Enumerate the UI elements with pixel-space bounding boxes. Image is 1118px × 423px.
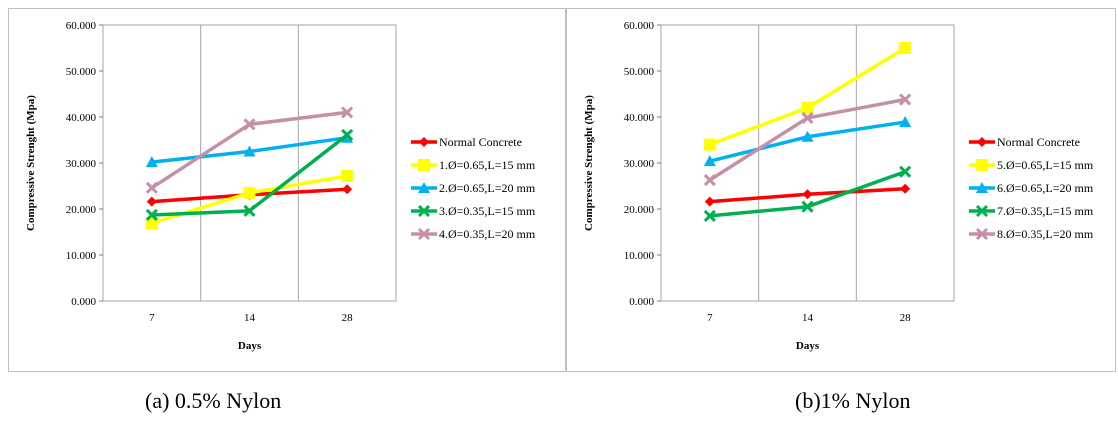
chart-b-series-5-point	[899, 93, 912, 106]
chart-b-series-5-point	[801, 111, 814, 124]
chart-b-legend-label-4: 7.Ø=0.35,L=15 mm	[997, 204, 1094, 218]
chart-a-y-tick-label: 30.000	[66, 158, 97, 170]
chart-b-y-tick-label: 60.000	[624, 20, 655, 32]
chart-a-plot-area	[102, 24, 397, 302]
chart-b-series-3-point	[703, 155, 716, 167]
chart-a-series-2-point	[145, 217, 158, 230]
chart-a-series-2-point	[243, 186, 256, 199]
chart-a-legend-label-3: 2.Ø=0.65,L=20 mm	[439, 181, 536, 195]
chart-a-legend-marker-4	[417, 204, 431, 218]
chart-a-x-axis-title: Days	[238, 340, 262, 352]
chart-b-x-tick-label: 28	[900, 312, 912, 324]
chart-b-x-axis-title: Days	[796, 340, 820, 352]
chart-b-x-tick-label: 7	[707, 312, 713, 324]
chart-a-x-tick-label: 14	[244, 312, 256, 324]
chart-b-series-line-2	[709, 46, 907, 147]
chart-a: 0.000 10.000 20.000 30.000 40.000 50.000 60.00…	[8, 8, 566, 372]
chart-b-y-tick-label: 10.000	[624, 250, 655, 262]
chart-b-y-tick-label: 40.000	[624, 112, 655, 124]
chart-b-y-tick-label: 20.000	[624, 204, 655, 216]
chart-a-series-5-point	[243, 118, 256, 131]
chart-b-series-2-point	[703, 138, 716, 151]
chart-a-legend-marker-1	[419, 137, 429, 147]
chart-a-series-3-point	[243, 145, 256, 157]
chart-b-y-tick-label: 0.000	[629, 296, 654, 308]
chart-a-y-tick-label: 10.000	[66, 250, 97, 262]
chart-a-y-axis-title: Compressive Strenght (Mpa)	[25, 95, 37, 231]
chart-b-legend-marker-1	[977, 137, 987, 147]
chart-a-series-1-point	[146, 196, 157, 207]
chart-b: 0.000 10.000 20.000 30.000 40.000 50.000 60.00…	[566, 8, 1116, 372]
chart-a-series-4-point	[341, 128, 354, 142]
chart-b-series-2-point	[801, 101, 814, 114]
chart-a-x-tick-label: 7	[149, 312, 155, 324]
chart-b-legend-marker-3	[976, 182, 988, 193]
chart-b-legend-label-5: 8.Ø=0.35,L=20 mm	[997, 227, 1094, 241]
chart-a-y-tick-label: 50.000	[66, 66, 97, 78]
chart-a-legend-marker-5	[417, 227, 431, 241]
chart-b-x-tick-label: 14	[802, 312, 814, 324]
chart-a-legend-marker-3	[418, 182, 430, 193]
chart-b-series-3-point	[899, 116, 912, 128]
chart-a-series-2-point	[341, 169, 354, 182]
chart-b-plot-area	[660, 24, 955, 302]
chart-b-series-4-point	[899, 165, 912, 178]
chart-b-series-1-point	[704, 196, 715, 207]
chart-a-legend-label-1: Normal Concrete	[439, 135, 522, 149]
chart-a-svg: 0.000 10.000 20.000 30.000 40.000 50.000 60.00…	[25, 20, 536, 352]
chart-a-y-tick-label: 20.000	[66, 204, 97, 216]
chart-b-svg: 0.000 10.000 20.000 30.000 40.000 50.000 60.00…	[583, 20, 1094, 352]
chart-a-series-5-point	[341, 106, 354, 119]
chart-b-legend-label-2: 5.Ø=0.65,L=15 mm	[997, 158, 1094, 172]
chart-b-series-1-point	[900, 183, 911, 194]
chart-a-legend-label-5: 4.Ø=0.35,L=20 mm	[439, 227, 536, 241]
chart-b-y-axis-title: Compressive Strenght (Mpa)	[583, 95, 595, 231]
chart-b-series-4-point	[801, 200, 814, 213]
chart-b-series-2-point	[899, 42, 912, 54]
chart-b-legend-label-3: 6.Ø=0.65,L=20 mm	[997, 181, 1094, 195]
chart-b-legend-marker-4	[975, 204, 989, 218]
chart-a-series-5-point	[145, 181, 158, 194]
chart-b-series-4-point	[703, 209, 716, 222]
chart-b-series-1-point	[802, 189, 813, 200]
chart-a-legend-label-2: 1.Ø=0.65,L=15 mm	[439, 158, 536, 172]
chart-a-series-3-point	[145, 156, 158, 168]
chart-a-series-4-point	[243, 204, 256, 217]
chart-b-legend-marker-5	[975, 227, 989, 241]
chart-a-y-tick-label: 40.000	[66, 112, 97, 124]
chart-b-series-5-point	[703, 173, 716, 187]
chart-a-x-tick-label: 28	[342, 312, 354, 324]
chart-b-y-tick-label: 30.000	[624, 158, 655, 170]
chart-b-legend-marker-2	[976, 159, 988, 171]
chart-a-legend-marker-2	[418, 159, 430, 171]
chart-b-series-3-point	[801, 130, 814, 142]
chart-b-legend-label-1: Normal Concrete	[997, 135, 1080, 149]
caption-b: (b)1% Nylon	[795, 388, 911, 413]
chart-a-series-1-point	[342, 184, 353, 195]
chart-a-y-tick-label: 60.000	[66, 20, 97, 32]
caption-a: (a) 0.5% Nylon	[145, 388, 282, 413]
chart-b-y-tick-label: 50.000	[624, 66, 655, 78]
chart-a-y-tick-label: 0.000	[71, 296, 96, 308]
chart-a-legend-label-4: 3.Ø=0.35,L=15 mm	[439, 204, 536, 218]
chart-a-series-4-point	[145, 208, 158, 222]
